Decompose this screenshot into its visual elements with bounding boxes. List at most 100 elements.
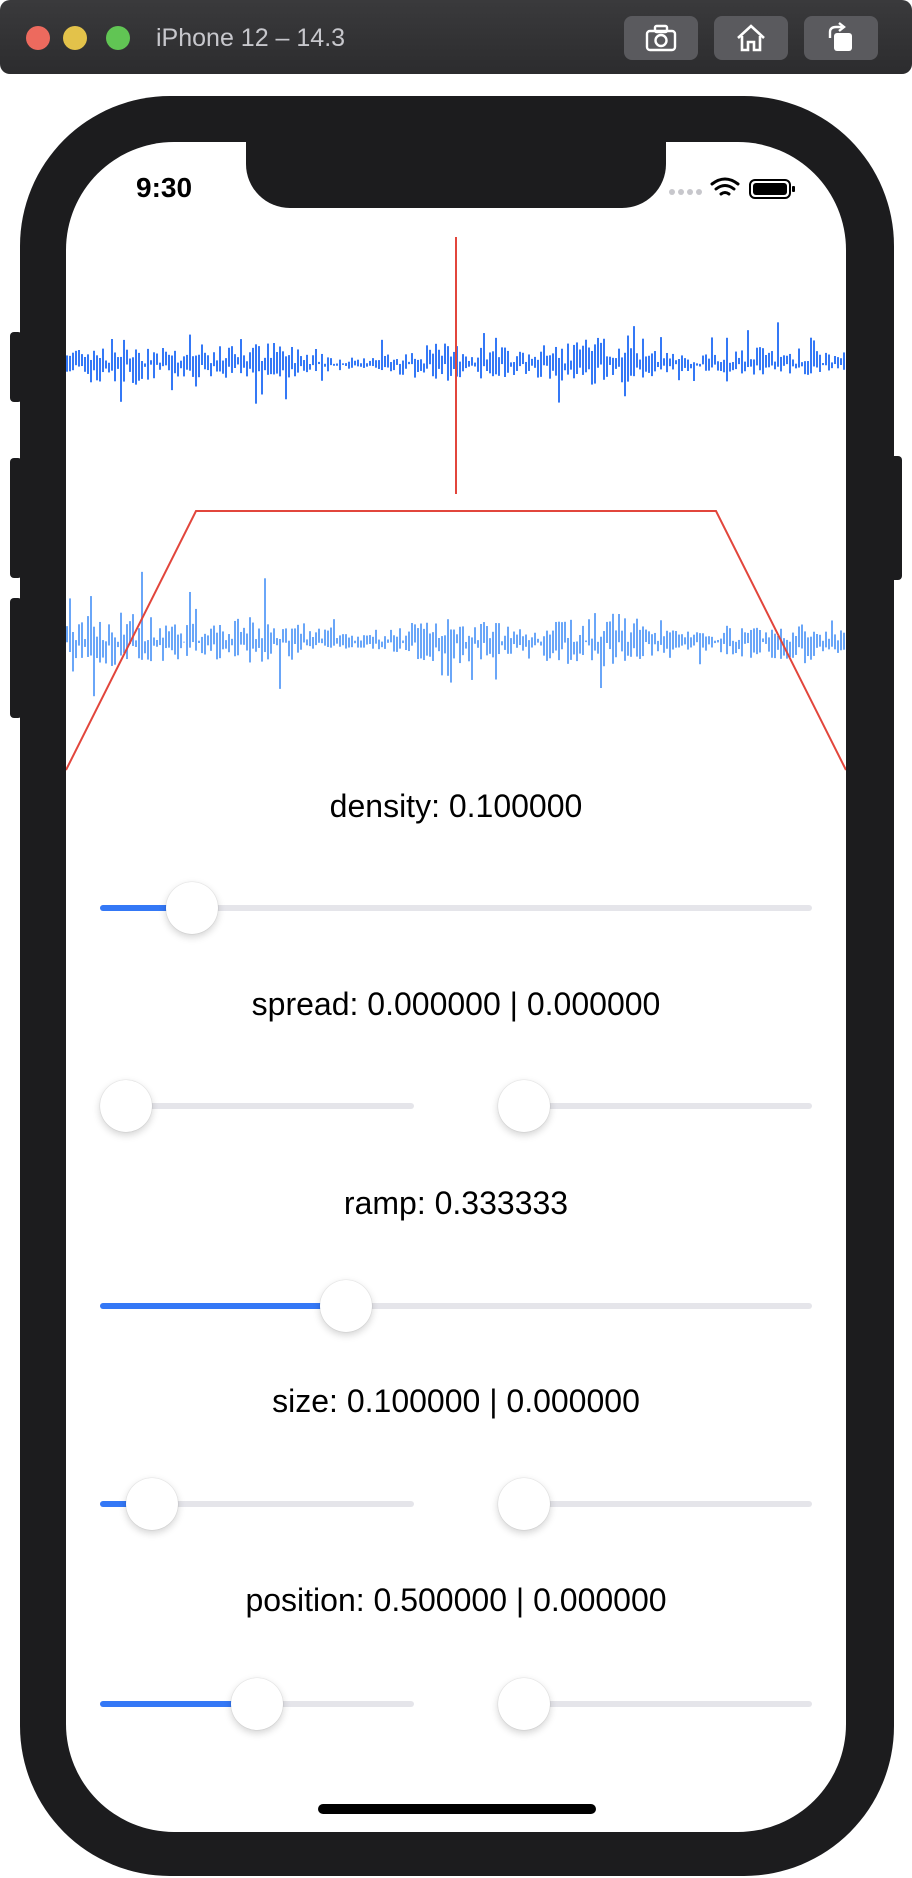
minimize-window-button[interactable] xyxy=(63,26,87,50)
waveform-bar xyxy=(591,638,593,661)
waveform-bar xyxy=(501,641,503,646)
waveform-bar xyxy=(153,352,155,379)
home-button[interactable] xyxy=(714,16,788,60)
waveform-bar xyxy=(504,635,506,650)
waveform-bar xyxy=(507,626,509,654)
waveform-bar xyxy=(684,637,686,645)
density-slider[interactable] xyxy=(100,882,812,934)
slider-thumb[interactable] xyxy=(126,1478,179,1530)
slider-thumb[interactable] xyxy=(231,1678,283,1730)
waveform-bar xyxy=(174,624,176,655)
slider-thumb[interactable] xyxy=(319,1280,372,1332)
rotate-button[interactable] xyxy=(804,16,878,60)
waveform-bar xyxy=(387,639,389,643)
waveform-bar xyxy=(696,363,698,366)
waveform-bar xyxy=(303,360,305,371)
waveform-bar xyxy=(837,640,839,653)
waveform-bar xyxy=(411,353,413,365)
waveform-bar xyxy=(225,358,227,378)
position-slider-2[interactable] xyxy=(498,1678,812,1730)
waveform-bar xyxy=(255,639,257,652)
waveform-bar xyxy=(288,355,290,378)
waveform-bar xyxy=(309,363,311,370)
waveform-bar xyxy=(312,355,314,366)
home-indicator[interactable] xyxy=(318,1804,596,1814)
waveform-bar xyxy=(468,635,470,662)
waveform-bar xyxy=(255,344,257,404)
waveform-bar xyxy=(576,342,578,374)
zoom-window-button[interactable] xyxy=(106,26,130,50)
waveform-bar xyxy=(249,352,251,369)
waveform-bar xyxy=(561,348,563,381)
waveform-bar xyxy=(336,638,338,644)
waveform-bar xyxy=(558,621,560,661)
waveform-bar xyxy=(519,351,521,367)
spread-slider-2[interactable] xyxy=(498,1080,812,1132)
waveform-bar xyxy=(381,641,383,648)
position-slider-1[interactable] xyxy=(100,1678,414,1730)
waveform-bar xyxy=(441,636,443,676)
waveform-bar xyxy=(780,356,782,372)
waveform-bar xyxy=(348,637,350,648)
slider-fill xyxy=(100,1303,346,1309)
cellular-signal-icon xyxy=(669,189,702,195)
waveform-bar xyxy=(483,333,485,367)
slider-thumb[interactable] xyxy=(498,1080,550,1132)
waveform-bar xyxy=(735,351,737,370)
slider-track xyxy=(498,1501,812,1507)
waveform-bar xyxy=(120,612,122,656)
waveform-bar xyxy=(525,361,527,374)
waveform-bar xyxy=(468,360,470,367)
spread-slider-1[interactable] xyxy=(100,1080,414,1132)
waveform-bar xyxy=(450,356,452,376)
waveform-bar xyxy=(204,633,206,655)
waveform-bar xyxy=(678,358,680,381)
waveform-bar xyxy=(135,640,137,647)
waveform-bar xyxy=(372,358,374,367)
slider-track xyxy=(498,1103,812,1109)
waveform-bar xyxy=(444,343,446,365)
screenshot-button[interactable] xyxy=(624,16,698,60)
waveform-bar xyxy=(777,636,779,650)
waveform-bar xyxy=(423,363,425,373)
waveform-bar xyxy=(186,354,188,370)
waveform-bar xyxy=(648,355,650,373)
slider-thumb[interactable] xyxy=(498,1478,550,1530)
waveform-bar xyxy=(678,634,680,648)
waveform-bar xyxy=(810,636,812,660)
waveform-bar xyxy=(117,357,119,369)
ramp-slider[interactable] xyxy=(100,1280,812,1332)
waveform-bar xyxy=(477,357,479,372)
waveform-bar xyxy=(318,361,320,365)
waveform-bar xyxy=(768,352,770,368)
waveform-bar xyxy=(258,346,260,372)
slider-thumb[interactable] xyxy=(166,882,218,934)
waveform-area[interactable] xyxy=(66,142,846,782)
waveform-bar xyxy=(558,357,560,403)
waveform-bar xyxy=(681,355,683,372)
waveform-bar xyxy=(702,355,704,365)
waveform-bar xyxy=(549,634,551,659)
waveform-bar xyxy=(627,641,629,656)
waveform-bar xyxy=(321,353,323,381)
waveform-bar xyxy=(270,357,272,375)
waveform-bar xyxy=(282,629,284,643)
waveform-bar xyxy=(810,337,812,374)
close-window-button[interactable] xyxy=(26,26,50,50)
waveform-bar xyxy=(342,363,344,365)
waveform-bar xyxy=(375,629,377,644)
slider-thumb[interactable] xyxy=(100,1080,152,1132)
waveform-bar xyxy=(81,354,83,367)
slider-thumb[interactable] xyxy=(498,1678,550,1730)
waveform-bar xyxy=(654,351,656,372)
waveform-bar xyxy=(420,359,422,371)
waveform-bar xyxy=(249,617,251,663)
size-slider-2[interactable] xyxy=(498,1478,812,1530)
waveform-bar xyxy=(240,631,242,645)
waveform-bar xyxy=(768,637,770,652)
waveform-bar xyxy=(486,626,488,656)
size-slider-1[interactable] xyxy=(100,1478,414,1530)
waveform-bar xyxy=(786,355,788,365)
waveform-bar xyxy=(192,356,194,377)
waveform-bar xyxy=(279,638,281,689)
